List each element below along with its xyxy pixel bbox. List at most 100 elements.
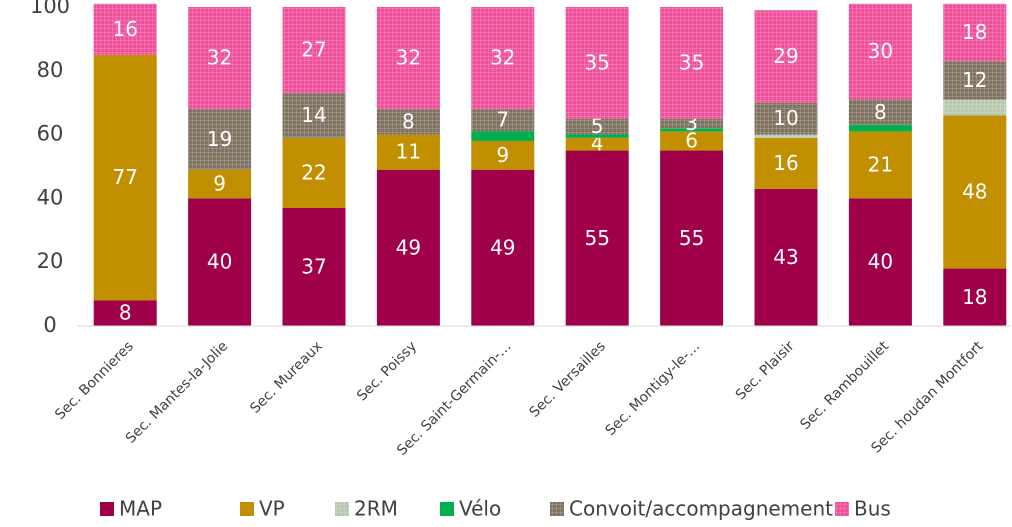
- bar-segment: [376, 7, 440, 110]
- legend-swatch: [835, 502, 849, 516]
- bar-segment: [93, 3, 157, 55]
- bar-segment: [848, 99, 912, 126]
- bar-segment: [943, 3, 1007, 62]
- data-label: 55: [584, 226, 609, 250]
- data-label: 35: [584, 50, 609, 74]
- bar-segment: [754, 102, 818, 135]
- x-tick-label: Sec. Montigy-le-…: [602, 338, 703, 439]
- bar-segment: [282, 137, 346, 208]
- bar-segment: [565, 7, 629, 119]
- data-label: 14: [301, 103, 326, 127]
- bar-segment: [660, 118, 724, 129]
- legend-swatch: [440, 502, 454, 516]
- bar-segment: [754, 134, 818, 138]
- data-label: 22: [301, 160, 326, 184]
- data-label: 6: [685, 128, 698, 152]
- bar-segment: [471, 7, 535, 110]
- data-label: 27: [301, 38, 326, 62]
- data-label: 21: [868, 152, 893, 176]
- legend-label: 2RM: [354, 497, 398, 521]
- y-tick-label: 80: [37, 58, 64, 82]
- data-label: 43: [773, 245, 798, 269]
- legend-label: Convoit/accompagnement: [569, 497, 833, 521]
- legend-label: Bus: [854, 497, 891, 521]
- data-label: 8: [874, 100, 887, 124]
- x-tick-label: Sec. Bonnieres: [52, 338, 137, 423]
- data-label: 9: [213, 172, 226, 196]
- data-label: 19: [207, 127, 232, 151]
- bar-segment: [282, 93, 346, 138]
- data-label: 29: [773, 44, 798, 68]
- bar-segment: [754, 137, 818, 189]
- legend-label: VP: [259, 497, 285, 521]
- bar-segment: [376, 169, 440, 326]
- data-label: 35: [679, 50, 704, 74]
- bar-segment: [943, 99, 1007, 116]
- data-label: 7: [496, 108, 509, 132]
- data-label: 11: [396, 140, 421, 164]
- data-label: 49: [490, 235, 515, 259]
- bar-segment: [848, 3, 912, 100]
- bar-segment: [188, 109, 252, 170]
- legend-swatch: [550, 502, 564, 516]
- legend-swatch: [100, 502, 114, 516]
- data-label: 55: [679, 226, 704, 250]
- bar-segment: [565, 118, 629, 135]
- bar-segment: [188, 169, 252, 199]
- bar-segment: [660, 128, 724, 132]
- y-tick-label: 20: [37, 249, 64, 273]
- bar-segment: [471, 109, 535, 132]
- bar-segment: [282, 7, 346, 94]
- bar-segment: [188, 198, 252, 326]
- data-label: 40: [868, 250, 893, 274]
- bar-segment: [754, 188, 818, 326]
- bar-segment: [93, 300, 157, 326]
- data-label: 30: [868, 39, 893, 63]
- bar-segment: [93, 54, 157, 301]
- bar-segment: [660, 131, 724, 151]
- data-label: 16: [112, 17, 137, 41]
- data-label: 18: [962, 285, 987, 309]
- y-tick-label: 0: [43, 313, 56, 337]
- data-label: 18: [962, 20, 987, 44]
- bar-segment: [471, 169, 535, 326]
- y-tick-label: 100: [30, 0, 70, 18]
- bar-segment: [848, 131, 912, 199]
- bar-segment: [565, 137, 629, 151]
- data-label: 10: [773, 106, 798, 130]
- bar-segment: [754, 10, 818, 103]
- data-label: 5: [591, 114, 604, 138]
- x-tick-label: Sec. houdan Montfort: [868, 338, 986, 456]
- x-tick-label: Sec. Versailles: [527, 338, 609, 420]
- x-tick-label: Sec. Plaisir: [733, 338, 798, 403]
- y-tick-label: 60: [37, 122, 64, 146]
- data-label: 32: [490, 46, 515, 70]
- bar-segment: [660, 7, 724, 119]
- legend-label: MAP: [119, 497, 162, 521]
- x-tick-label: Sec. Mantes-la-Jolie: [123, 338, 232, 447]
- bar-segment: [188, 7, 252, 110]
- x-tick-label: Sec. Mureaux: [247, 338, 325, 416]
- data-label: 32: [396, 46, 421, 70]
- data-label: 32: [207, 46, 232, 70]
- data-label: 48: [962, 180, 987, 204]
- bar-segment: [471, 140, 535, 170]
- bar-segment: [376, 109, 440, 135]
- data-label: 8: [402, 109, 415, 133]
- data-label: 37: [301, 254, 326, 278]
- legend-swatch: [335, 502, 349, 516]
- data-label: 12: [962, 68, 987, 92]
- bar-segment: [943, 115, 1007, 269]
- y-tick-label: 40: [37, 185, 64, 209]
- bar-segment: [848, 198, 912, 326]
- data-label: 9: [496, 143, 509, 167]
- bar-segment: [565, 150, 629, 326]
- bar-segment: [943, 61, 1007, 100]
- bar-segment: [565, 134, 629, 138]
- bar-segment: [282, 207, 346, 326]
- data-label: 77: [112, 165, 137, 189]
- x-tick-label: Sec. Rambouillet: [797, 338, 892, 433]
- data-label: 49: [396, 235, 421, 259]
- legend-swatch: [240, 502, 254, 516]
